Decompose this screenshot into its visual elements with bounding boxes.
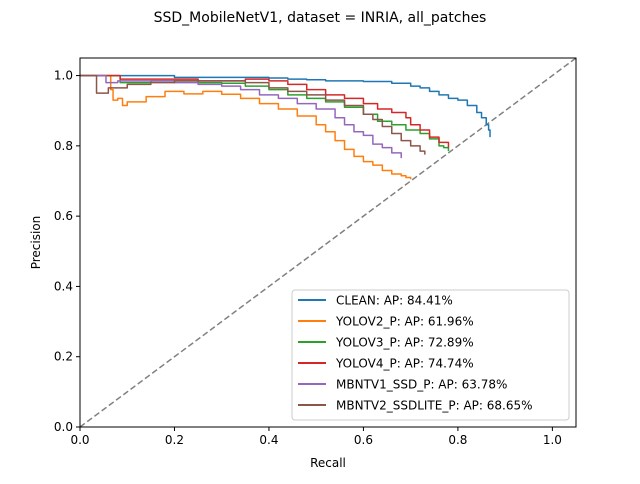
legend-label-3: YOLOV3_P: AP: 72.89% xyxy=(335,336,474,350)
diagonal-reference-line xyxy=(79,57,577,428)
legend: CLEAN: AP: 84.41% YOLOV2_P: AP: 61.96% YOL… xyxy=(291,289,570,421)
legend-label-5: MBNTV1_SSD_P: AP: 63.78% xyxy=(336,378,507,392)
series-line-2 xyxy=(80,74,412,180)
y-tick-label: 0.0 xyxy=(54,420,73,434)
series-line-4 xyxy=(80,74,450,148)
legend-items: CLEAN: AP: 84.41% YOLOV2_P: AP: 61.96% YOL… xyxy=(298,294,533,413)
series-layer xyxy=(80,74,491,180)
series-line-6 xyxy=(80,74,426,155)
y-axis-label: Precision xyxy=(29,216,43,270)
x-tick-label: 1.0 xyxy=(543,433,562,447)
legend-label-4: YOLOV4_P: AP: 74.74% xyxy=(335,357,474,371)
x-tick-label: 0.2 xyxy=(165,433,184,447)
legend-label-2: YOLOV2_P: AP: 61.96% xyxy=(335,315,474,329)
y-tick-label: 0.8 xyxy=(54,139,73,153)
x-axis-label: Recall xyxy=(310,456,346,470)
diagonal-layer xyxy=(79,57,577,428)
y-tick-label: 0.2 xyxy=(54,350,73,364)
x-tick-label: 0.0 xyxy=(70,433,89,447)
x-tick-label: 0.4 xyxy=(259,433,278,447)
plot-frame xyxy=(79,57,577,428)
y-axis-ticks: 0.0 0.2 0.4 0.6 0.8 1.0 xyxy=(54,69,80,434)
x-tick-label: 0.8 xyxy=(448,433,467,447)
y-tick-label: 0.6 xyxy=(54,209,73,223)
x-axis-ticks: 0.0 0.2 0.4 0.6 0.8 1.0 xyxy=(70,427,562,447)
series-line-5 xyxy=(80,74,402,159)
x-tick-label: 0.6 xyxy=(354,433,373,447)
legend-label-1: CLEAN: AP: 84.41% xyxy=(336,294,453,308)
y-tick-label: 0.4 xyxy=(54,279,73,293)
legend-label-6: MBNTV2_SSDLITE_P: AP: 68.65% xyxy=(336,399,533,413)
chart-title: SSD_MobileNetV1, dataset = INRIA, all_pa… xyxy=(154,10,487,26)
y-tick-label: 1.0 xyxy=(54,69,73,83)
series-line-1 xyxy=(80,74,491,138)
legend-frame xyxy=(291,289,570,421)
